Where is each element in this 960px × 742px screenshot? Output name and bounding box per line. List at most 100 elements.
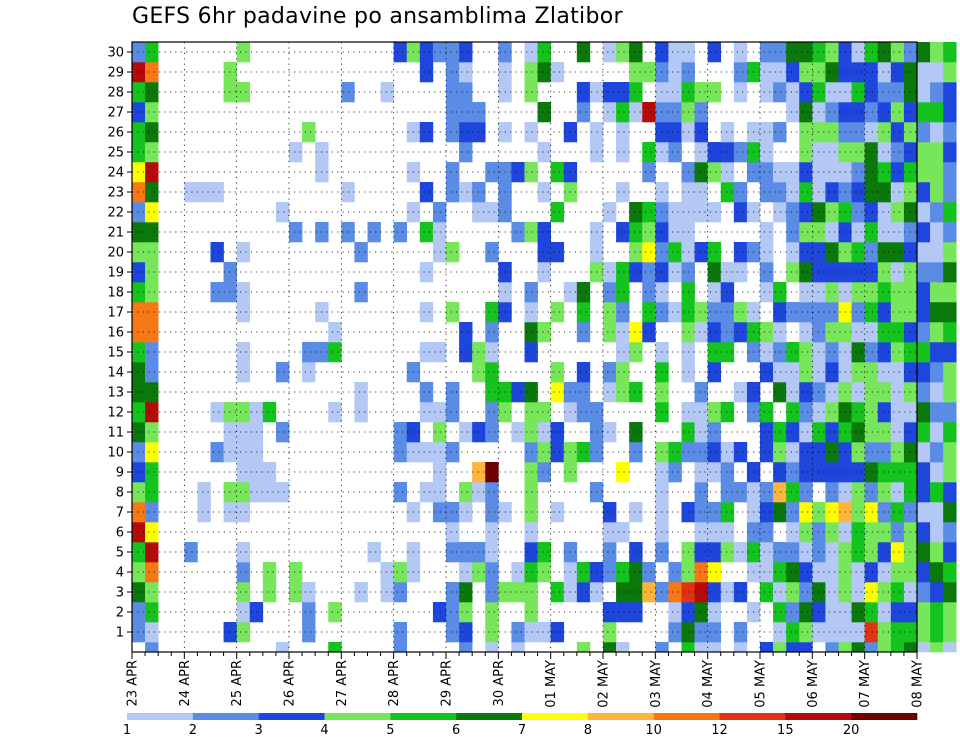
colorbar-swatch xyxy=(522,713,589,720)
precip-cell xyxy=(459,42,473,63)
precip-cell xyxy=(524,62,538,83)
precip-cell xyxy=(629,342,643,363)
precip-cell xyxy=(799,42,813,63)
precip-cell xyxy=(943,402,957,423)
precip-cell xyxy=(275,422,290,443)
y-tick-label: 27 xyxy=(107,106,124,121)
precip-cell xyxy=(616,142,630,163)
chart-gridlines xyxy=(132,42,917,652)
precip-cell xyxy=(432,602,447,623)
precip-cell xyxy=(472,542,486,563)
precip-cell xyxy=(825,142,839,163)
precip-cell xyxy=(890,202,905,223)
precip-cell xyxy=(576,402,591,423)
precip-cell xyxy=(459,482,473,503)
precip-cell xyxy=(289,142,303,163)
precip-cell xyxy=(864,142,879,163)
precip-cell xyxy=(681,42,695,63)
precip-cell xyxy=(930,482,944,503)
precip-cell xyxy=(629,242,643,263)
precip-cell xyxy=(145,602,159,623)
precip-cell xyxy=(629,602,643,623)
x-tick-label: 01 MAY xyxy=(544,660,559,708)
precip-cell xyxy=(773,182,787,203)
precip-cell xyxy=(917,362,931,383)
precip-cell xyxy=(616,602,630,623)
heatmap-cells xyxy=(132,42,957,653)
precip-cell xyxy=(851,162,865,183)
precip-cell xyxy=(485,382,499,403)
precip-cell xyxy=(890,482,905,503)
precip-cell xyxy=(825,122,839,143)
precip-cell xyxy=(616,342,630,363)
precip-cell xyxy=(511,382,525,403)
precip-cell xyxy=(877,202,892,223)
colorbar-swatch xyxy=(324,713,391,720)
precip-cell xyxy=(890,402,905,423)
precip-cell xyxy=(328,642,342,653)
precip-cell xyxy=(917,622,931,643)
precip-cell xyxy=(446,82,460,103)
precip-cell xyxy=(917,42,931,63)
precip-cell xyxy=(393,622,408,643)
precip-cell xyxy=(760,222,774,243)
precip-cell xyxy=(877,402,892,423)
y-tick-label: 5 xyxy=(116,546,124,561)
precip-cell xyxy=(917,542,931,563)
precip-cell xyxy=(459,602,473,623)
precip-cell xyxy=(838,642,852,653)
y-tick-label: 6 xyxy=(116,526,124,541)
precip-cell xyxy=(603,362,617,383)
precip-cell xyxy=(943,382,957,403)
colorbar-swatch xyxy=(258,713,325,720)
precip-cell xyxy=(197,502,211,523)
precip-cell xyxy=(943,42,957,63)
precip-cell xyxy=(681,282,695,303)
precip-cell xyxy=(145,562,159,583)
precip-cell xyxy=(773,162,787,183)
precip-cell xyxy=(603,542,617,563)
precip-cell xyxy=(890,162,905,183)
precip-cell xyxy=(668,562,682,583)
precip-cell xyxy=(132,402,146,423)
precip-cell xyxy=(132,102,146,123)
precip-cell xyxy=(799,282,813,303)
precip-cell xyxy=(145,222,159,243)
precip-cell xyxy=(864,122,879,143)
precip-cell xyxy=(446,502,460,523)
precip-cell xyxy=(681,442,695,463)
precip-cell xyxy=(537,142,551,163)
precip-cell xyxy=(210,402,224,423)
precip-cell xyxy=(943,62,957,83)
precip-cell xyxy=(393,42,408,63)
precip-cell xyxy=(681,542,695,563)
precip-cell xyxy=(681,642,695,653)
precip-cell xyxy=(681,102,695,123)
precip-cell xyxy=(864,382,879,403)
precip-cell xyxy=(825,482,839,503)
precip-cell xyxy=(877,582,892,603)
precip-cell xyxy=(825,522,839,543)
precip-cell xyxy=(132,122,146,143)
precip-cell xyxy=(851,42,865,63)
precip-cell xyxy=(943,622,957,643)
precip-cell xyxy=(603,202,617,223)
precip-cell xyxy=(537,402,551,423)
precip-cell xyxy=(786,342,800,363)
precip-cell xyxy=(236,402,251,423)
precip-cell xyxy=(459,142,473,163)
precip-cell xyxy=(825,442,839,463)
precip-cell xyxy=(524,422,538,443)
precip-cell xyxy=(877,62,892,83)
precip-cell xyxy=(917,182,931,203)
precip-cell xyxy=(446,42,460,63)
precip-cell xyxy=(812,602,826,623)
precip-cell xyxy=(262,462,277,483)
precip-cell xyxy=(132,242,146,263)
precip-cell xyxy=(472,482,486,503)
precip-cell xyxy=(629,262,643,283)
precip-cell xyxy=(720,502,735,523)
precip-cell xyxy=(419,442,434,463)
precip-cell xyxy=(145,102,159,123)
precip-cell xyxy=(275,202,290,223)
